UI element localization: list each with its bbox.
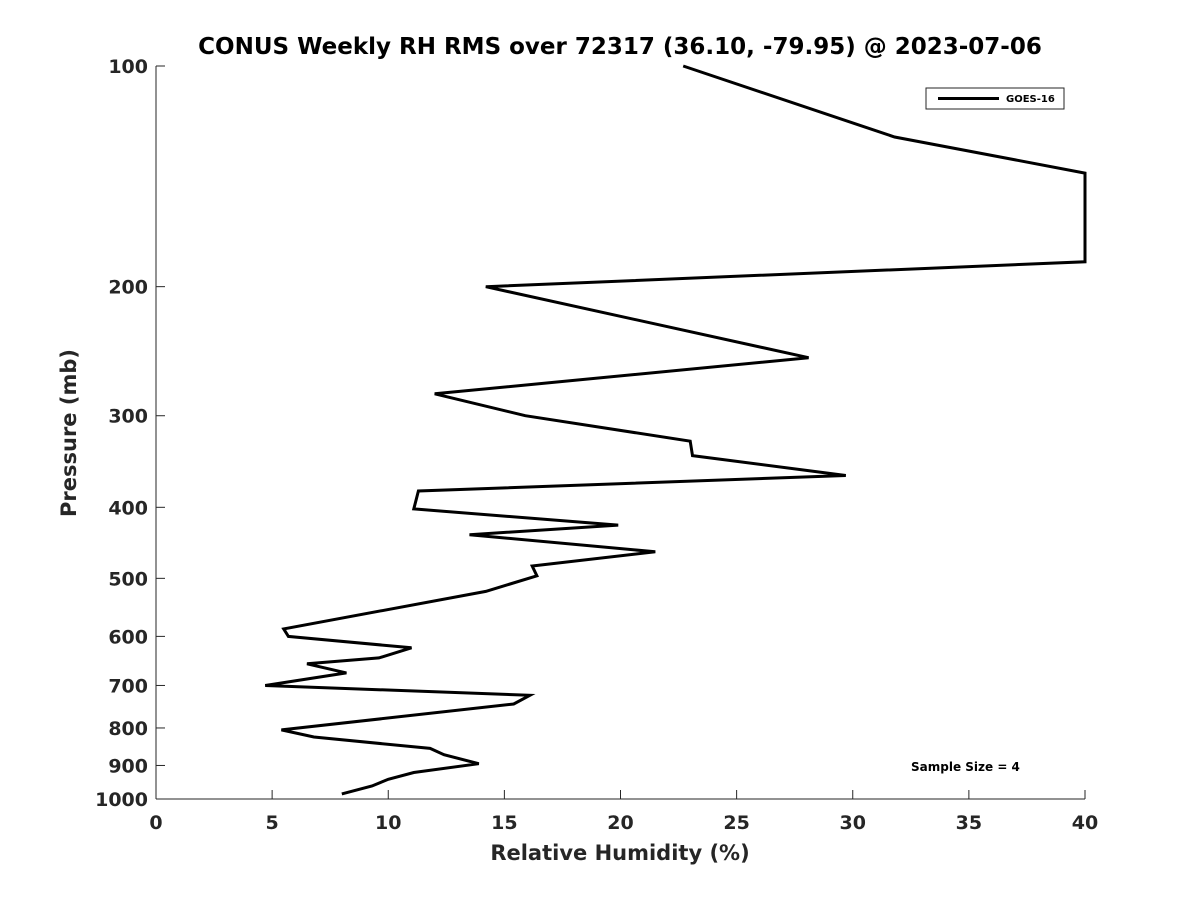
x-tick-label: 0 (149, 812, 162, 834)
y-tick-label: 400 (108, 497, 148, 519)
x-axis-label: Relative Humidity (%) (490, 841, 749, 865)
x-tick-label: 20 (607, 812, 633, 834)
series-line-goes-16 (264, 64, 1087, 796)
x-tick-label: 30 (840, 812, 866, 834)
y-tick-label: 200 (108, 277, 148, 299)
x-tick-label: 25 (723, 812, 749, 834)
y-tick-label: 500 (108, 568, 148, 590)
y-tick-label: 300 (108, 406, 148, 428)
y-tick-label: 700 (108, 675, 148, 697)
y-axis-label: Pressure (mb) (57, 349, 81, 517)
x-tick-label: 5 (266, 812, 279, 834)
y-tick-label: 900 (108, 755, 148, 777)
chart-title: CONUS Weekly RH RMS over 72317 (36.10, -… (198, 34, 1042, 60)
y-tick-label: 100 (108, 56, 148, 78)
x-tick-label: 40 (1072, 812, 1098, 834)
legend-label-goes-16: GOES-16 (1006, 94, 1055, 105)
y-tick-label: 600 (108, 626, 148, 648)
y-tick-label: 1000 (95, 789, 148, 811)
y-tick-label: 800 (108, 718, 148, 740)
x-tick-label: 10 (375, 812, 401, 834)
legend: GOES-16 (925, 87, 1065, 110)
x-tick-label: 35 (956, 812, 982, 834)
plot-area: 0 5 10 15 20 25 30 35 40 100 200 300 400 500 600 700 800… (95, 56, 1098, 834)
x-tick-label: 15 (491, 812, 517, 834)
sample-size-annotation: Sample Size = 4 (911, 760, 1020, 774)
